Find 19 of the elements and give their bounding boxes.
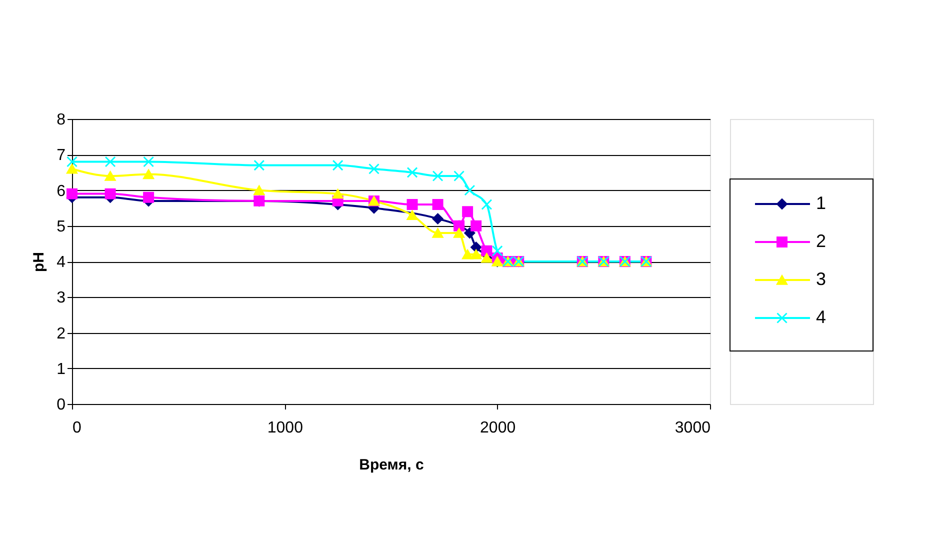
x-axis-title: Время, с (359, 456, 424, 474)
y-tick-label: 6 (56, 182, 66, 200)
y-tick-label: 0 (56, 396, 66, 414)
legend-label: 2 (816, 231, 826, 251)
y-tick-label: 1 (56, 360, 66, 378)
y-tick-label: 5 (56, 218, 66, 236)
y-tick-label: 4 (56, 254, 66, 271)
x-tick-label: 0 (72, 420, 82, 436)
x-tick-label: 3000 (674, 420, 711, 436)
legend-label: 3 (816, 269, 826, 289)
legend-label: 4 (816, 307, 826, 327)
y-tick-label: 8 (56, 112, 66, 128)
y-tick-label: 7 (56, 147, 66, 164)
y-tick-label: 2 (56, 325, 66, 342)
y-axis-title: pH (30, 252, 48, 272)
x-tick-label: 1000 (267, 420, 304, 436)
x-tick-label: 2000 (480, 420, 516, 436)
y-tick-label: 3 (56, 290, 66, 307)
legend-label: 1 (816, 193, 826, 213)
